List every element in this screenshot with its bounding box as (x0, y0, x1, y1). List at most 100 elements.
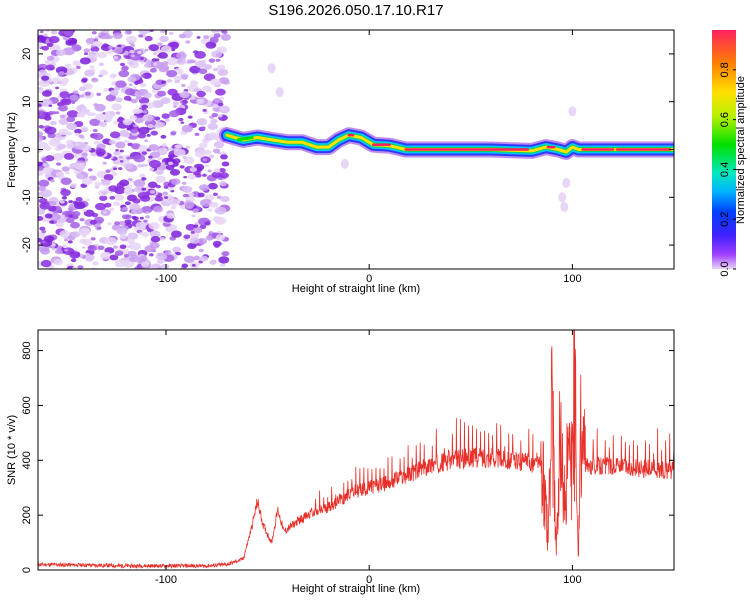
noise-speckle (55, 86, 60, 90)
noise-speckle (41, 45, 49, 51)
noise-speckle (193, 224, 199, 228)
noise-speckle (55, 222, 64, 228)
noise-speckle (61, 166, 70, 172)
noise-speckle (75, 65, 81, 70)
noise-speckle (100, 251, 112, 260)
noise-speckle (165, 226, 174, 232)
noise-speckle (152, 205, 164, 213)
noise-speckle (178, 117, 184, 122)
noise-speckle (55, 66, 68, 75)
noise-speckle (209, 201, 219, 208)
noise-speckle (157, 122, 166, 128)
noise-speckle (39, 30, 44, 34)
noise-speckle (132, 86, 137, 89)
noise-speckle (118, 70, 130, 78)
noise-speckle (55, 111, 60, 114)
noise-speckle (141, 177, 147, 181)
colorbar-label: Normalized spectral amplitude (735, 76, 747, 224)
noise-speckle (179, 73, 189, 80)
noise-speckle (220, 154, 228, 160)
noise-speckle (174, 79, 180, 84)
noise-speckle (87, 168, 93, 172)
noise-speckle (213, 243, 220, 248)
noise-speckle (79, 218, 85, 222)
noise-speckle (90, 112, 96, 116)
noise-speckle (72, 154, 79, 159)
colorbar-tick-label: 0.2 (719, 212, 731, 227)
noise-speckle (154, 196, 163, 202)
noise-speckle (131, 143, 141, 150)
noise-speckle (141, 205, 153, 214)
noise-speckle (198, 68, 208, 75)
noise-speckle (54, 248, 63, 255)
noise-speckle (137, 163, 143, 168)
noise-speckle (209, 154, 215, 159)
noise-speckle (48, 104, 53, 107)
noise-speckle (118, 167, 123, 171)
noise-speckle (181, 124, 194, 133)
noise-speckle (112, 32, 123, 40)
noise-speckle (141, 231, 150, 237)
noise-speckle (150, 130, 158, 136)
noise-speckle (199, 224, 207, 230)
noise-speckle (215, 58, 221, 62)
noise-speckle (128, 255, 140, 263)
noise-speckle (109, 131, 121, 139)
noise-speckle (218, 168, 226, 173)
noise-speckle (123, 254, 130, 258)
noise-speckle (92, 40, 103, 48)
noise-speckle (38, 69, 48, 75)
noise-speckle (124, 30, 133, 35)
noise-speckle (148, 44, 159, 52)
noise-speckle (74, 132, 80, 137)
noise-speckle (97, 51, 107, 59)
noise-speckle (43, 163, 50, 168)
noise-speckle (196, 88, 202, 92)
noise-speckle (135, 221, 147, 230)
noise-speckle (167, 88, 178, 96)
noise-speckle (89, 118, 101, 127)
noise-speckle (148, 167, 155, 172)
noise-speckle (126, 156, 131, 160)
noise-speckle (151, 100, 164, 109)
noise-speckle (132, 124, 138, 128)
noise-speckle (65, 139, 74, 145)
noise-speckle (59, 230, 71, 238)
noise-speckle (181, 185, 193, 193)
noise-speckle (207, 208, 213, 212)
noise-speckle (159, 161, 166, 166)
noise-speckle (97, 245, 105, 250)
noise-speckle (204, 221, 211, 226)
noise-speckle (161, 263, 170, 269)
noise-speckle (212, 216, 222, 222)
noise-speckle (66, 110, 79, 118)
noise-speckle (48, 205, 57, 212)
noise-speckle (38, 110, 44, 117)
noise-speckle (204, 164, 210, 168)
noise-speckle (53, 258, 63, 266)
noise-speckle (166, 69, 178, 78)
noise-speckle (194, 149, 207, 158)
noise-speckle (170, 131, 177, 136)
noise-speckle (190, 230, 195, 234)
noise-speckle (124, 219, 132, 225)
noise-speckle (202, 158, 208, 162)
noise-speckle (143, 92, 152, 99)
noise-speckle (61, 98, 72, 106)
noise-speckle (108, 185, 119, 192)
noise-speckle (91, 212, 99, 218)
noise-speckle (180, 121, 185, 124)
spectrogram-xtick-label: 0 (366, 273, 372, 285)
noise-speckle (112, 120, 119, 125)
noise-speckle (208, 230, 214, 235)
noise-speckle (89, 219, 97, 225)
noise-speckle (171, 230, 182, 238)
noise-speckle (115, 111, 121, 115)
noise-speckle (43, 145, 52, 151)
noise-speckle (159, 147, 165, 151)
noise-speckle (164, 118, 170, 122)
noise-speckle (80, 227, 91, 235)
noise-speckle (157, 90, 167, 97)
noise-speckle (159, 237, 165, 241)
